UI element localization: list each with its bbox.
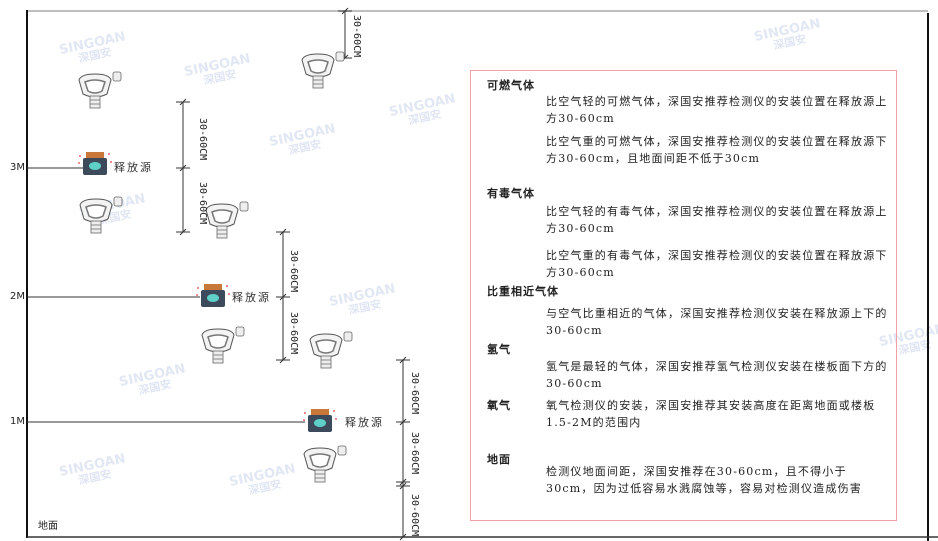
dimension-label: 30-60CM [288, 312, 299, 355]
dimension-label: 30-60CM [409, 372, 420, 415]
dimension-line [396, 356, 410, 541]
dimension-label: 30-60CM [409, 432, 420, 475]
section-text: 比空气轻的可燃气体，深国安推荐检测仪的安装位置在释放源上方30-60cm [546, 95, 888, 125]
section-heading: 氢气 [487, 343, 511, 356]
dimension-line [176, 98, 190, 236]
level-label-2m: 2M [10, 291, 25, 302]
recommendation-panel: 可燃气体 比空气轻的可燃气体，深国安推荐检测仪的安装位置在释放源上方30-60c… [470, 70, 897, 521]
dimension-label: 30-60CM [351, 15, 362, 58]
dimension-label: 30-60CM [409, 494, 420, 537]
release-source-label: 释放源 [232, 291, 271, 304]
dimension-line [276, 228, 290, 364]
section-text: 氢气是最轻的气体，深国安推荐氢气检测仪安装在楼板面下方的30-60cm [546, 360, 888, 390]
release-source-label: 释放源 [114, 161, 153, 174]
dimension-label: 30-60CM [197, 118, 208, 161]
release-source-icon [196, 284, 230, 307]
section-text: 比空气重的可燃气体，深国安推荐检测仪的安装位置在释放源下方30-60cm，且地面… [546, 135, 888, 165]
gas-detector-icon [301, 51, 345, 89]
level-label-1m: 1M [10, 416, 25, 427]
section-heading: 氧气 [487, 399, 511, 412]
release-source-label: 释放源 [345, 416, 384, 429]
section-heading: 地面 [487, 453, 511, 466]
section-text: 氧气检测仪的安装，深国安推荐其安装高度在距离地面或楼板1.5-2M的范围内 [546, 399, 876, 429]
section-text: 比空气重的有毒气体，深国安推荐检测仪的安装位置在释放源下方30-60cm [546, 249, 888, 279]
section-text: 比空气轻的有毒气体，深国安推荐检测仪的安装位置在释放源上方30-60cm [546, 205, 888, 235]
release-source-icon [78, 152, 112, 175]
floor-label: 地面 [38, 521, 58, 532]
section-heading: 可燃气体 [487, 79, 535, 92]
section-text: 与空气比重相近的气体，深国安推荐检测仪安装在释放源上下的30-60cm [546, 307, 888, 337]
section-text: 检测仪地面间距，深国安推荐在30-60cm，且不得小于30cm，因为过低容易水溅… [546, 465, 862, 495]
gas-detector-icon [201, 326, 245, 364]
section-heading: 比重相近气体 [487, 285, 559, 298]
gas-detector-icon [309, 331, 353, 369]
gas-detector-icon [205, 201, 249, 239]
release-source-icon [303, 409, 337, 432]
gas-detector-icon [303, 445, 347, 483]
dimension-label: 30-60CM [288, 250, 299, 293]
level-label-3m: 3M [10, 162, 25, 173]
gas-detector-icon [79, 196, 123, 234]
dimension-label: 30-60CM [197, 182, 208, 225]
gas-detector-icon [78, 71, 122, 109]
section-heading: 有毒气体 [487, 187, 535, 200]
